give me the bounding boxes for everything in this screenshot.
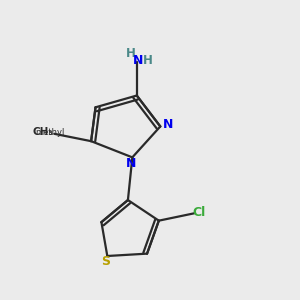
- Text: H: H: [126, 47, 136, 60]
- Text: methyl: methyl: [35, 128, 64, 137]
- Text: N: N: [126, 157, 136, 170]
- Text: CH₃: CH₃: [33, 127, 54, 137]
- Text: N: N: [163, 118, 173, 131]
- Text: H: H: [143, 54, 153, 67]
- Text: N: N: [132, 54, 143, 67]
- Text: Cl: Cl: [192, 206, 205, 219]
- Text: S: S: [101, 255, 110, 268]
